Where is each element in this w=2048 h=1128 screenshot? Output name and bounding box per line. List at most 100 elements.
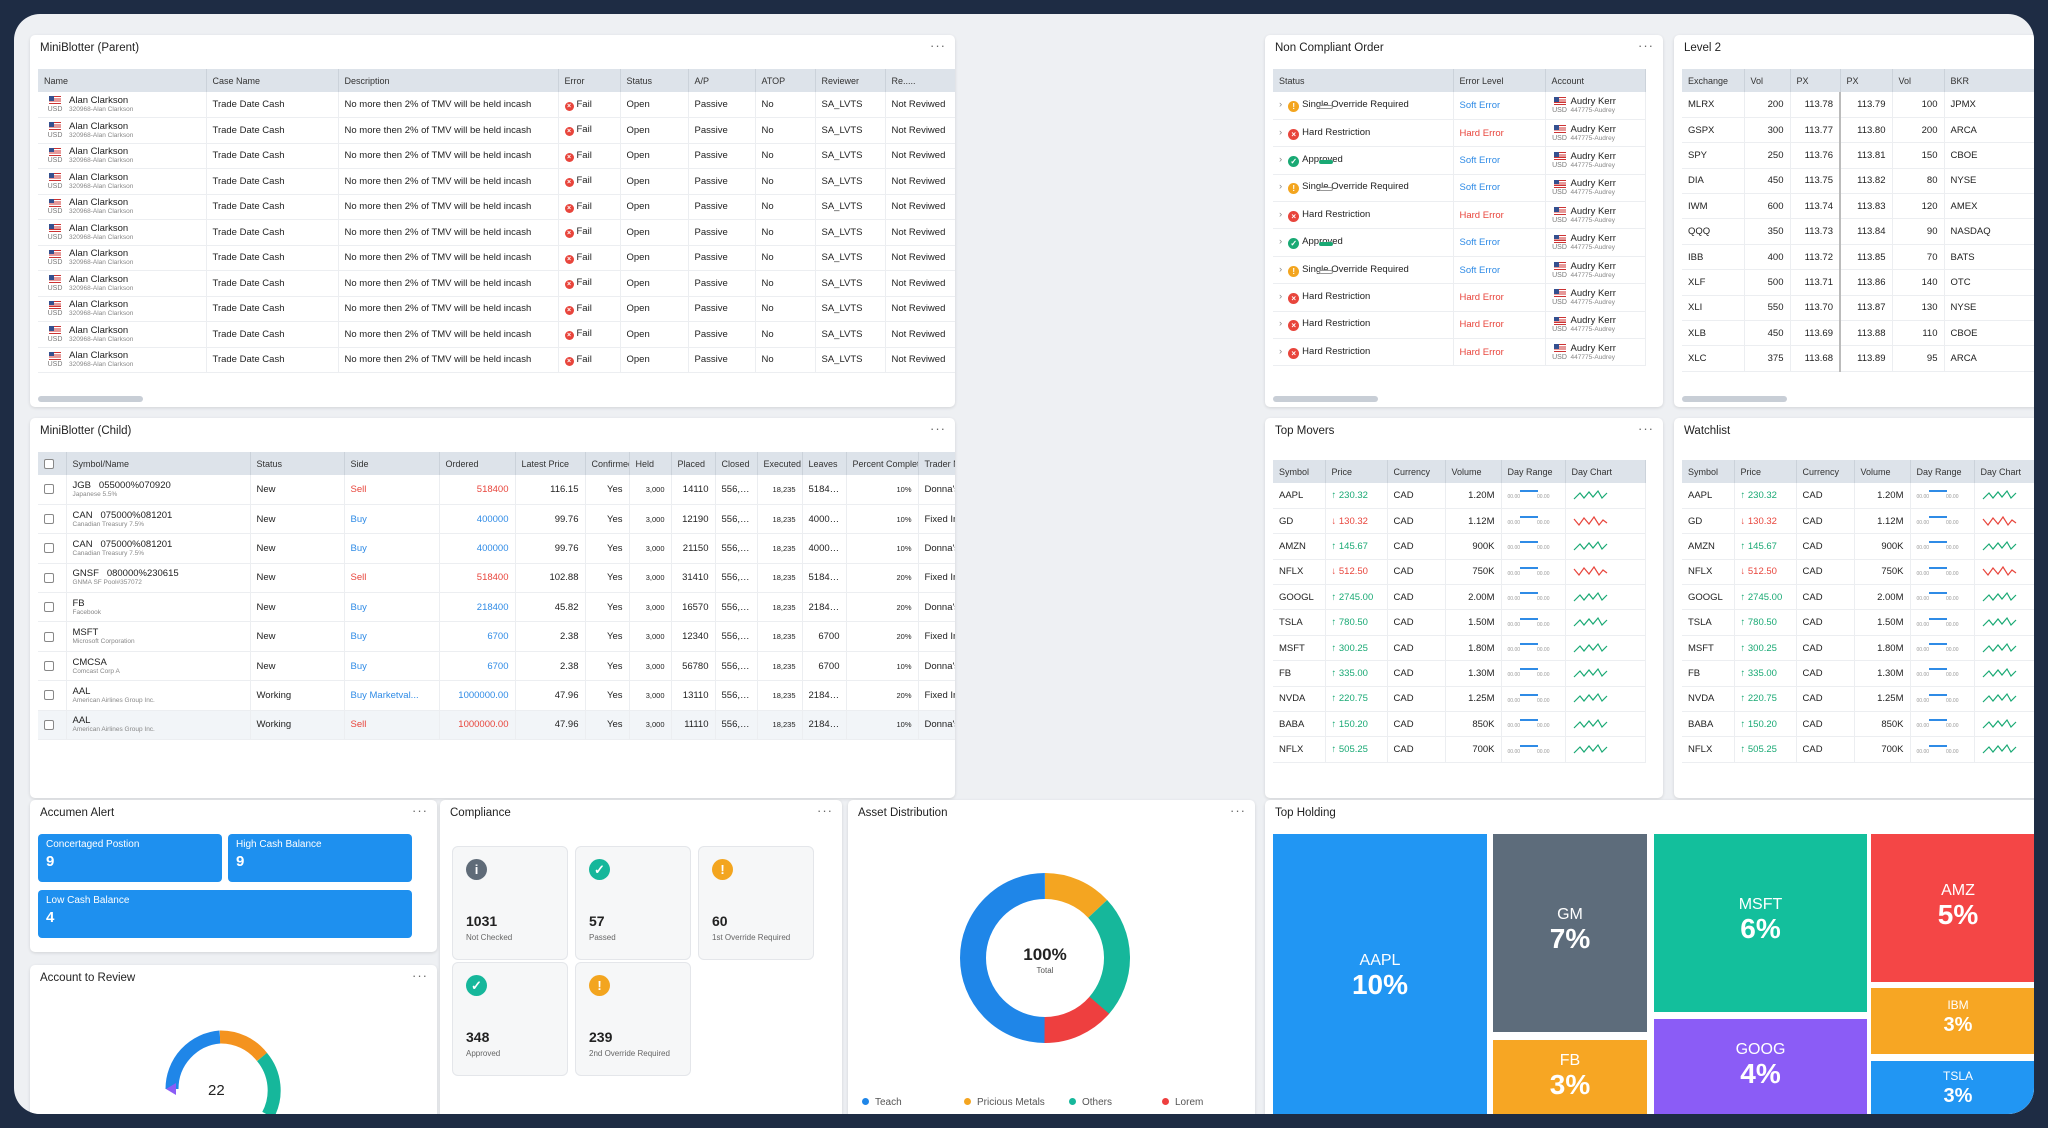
table-row[interactable]: NFLX ↓ 512.50 CAD 750K 00.00 00.00: [1273, 559, 1646, 586]
table-row[interactable]: ›! Single Override Required Soft Error USD A…: [1273, 92, 1646, 120]
table-row[interactable]: GSPX 300 113.77 113.80 200 ARCA: [1682, 117, 2034, 144]
row-checkbox[interactable]: [38, 504, 67, 535]
table-row[interactable]: MSFT Microsoft Corporation New Buy 6700 2.38…: [38, 621, 955, 652]
holding-tile-fb[interactable]: FB 3%: [1493, 1040, 1647, 1114]
column-header[interactable]: Volume: [1445, 460, 1502, 483]
column-header[interactable]: Case Name: [206, 69, 339, 92]
alert-tile-low-cash-balance[interactable]: Low Cash Balance 4: [38, 890, 412, 938]
table-row[interactable]: MLRX 200 113.78 113.79 100 JPMX: [1682, 92, 2034, 118]
table-row[interactable]: USD Alan Clarkson 320968-Alan Clarkson Trad…: [38, 270, 955, 297]
table-row[interactable]: AAPL ↑ 230.32 CAD 1.20M 00.00 00.00: [1682, 483, 2034, 509]
column-header[interactable]: Symbol: [1682, 460, 1735, 483]
table-row[interactable]: ›! Single Override Required Soft Error USD A…: [1273, 174, 1646, 203]
chevron-right-icon[interactable]: ›: [1279, 290, 1283, 302]
chevron-right-icon[interactable]: ›: [1279, 153, 1283, 165]
column-header[interactable]: Error Level: [1453, 69, 1546, 92]
ordered-cell[interactable]: 518400: [439, 475, 516, 505]
holding-tile-goog[interactable]: GOOG 4%: [1654, 1019, 1867, 1114]
compliance-card[interactable]: ✓ 348 Approved: [452, 962, 568, 1076]
chevron-right-icon[interactable]: ›: [1279, 98, 1283, 110]
table-row[interactable]: SPY 250 113.76 113.81 150 CBOE: [1682, 142, 2034, 169]
column-header[interactable]: Price: [1325, 460, 1388, 483]
table-row[interactable]: GD ↓ 130.32 CAD 1.12M 00.00 00.00: [1273, 508, 1646, 535]
more-icon[interactable]: ···: [930, 421, 946, 436]
ordered-cell[interactable]: 1000000.00: [439, 710, 516, 741]
row-checkbox[interactable]: [38, 680, 67, 711]
column-header[interactable]: Account: [1545, 69, 1646, 92]
column-header[interactable]: Vol: [1892, 69, 1945, 92]
table-row[interactable]: NFLX ↑ 505.25 CAD 700K 00.00 00.00: [1682, 736, 2034, 763]
table-row[interactable]: ›! Single Override Required Soft Error USD A…: [1273, 256, 1646, 285]
table-row[interactable]: NFLX ↑ 505.25 CAD 700K 00.00 00.00: [1273, 736, 1646, 763]
chevron-right-icon[interactable]: ›: [1279, 318, 1283, 330]
table-row[interactable]: XLF 500 113.71 113.86 140 OTC: [1682, 269, 2034, 296]
row-checkbox[interactable]: [38, 651, 67, 682]
compliance-card[interactable]: i 1031 Not Checked: [452, 846, 568, 960]
table-row[interactable]: BABA ↑ 150.20 CAD 850K 00.00 00.00: [1273, 711, 1646, 738]
table-row[interactable]: USD Alan Clarkson 320968-Alan Clarkson Trad…: [38, 92, 955, 118]
row-checkbox[interactable]: [38, 710, 67, 741]
column-header[interactable]: Description: [338, 69, 559, 92]
table-row[interactable]: USD Alan Clarkson 320968-Alan Clarkson Trad…: [38, 168, 955, 195]
column-header[interactable]: Day Range: [1910, 460, 1975, 483]
more-icon[interactable]: ···: [1230, 803, 1246, 818]
row-checkbox[interactable]: [38, 475, 67, 505]
table-row[interactable]: USD Alan Clarkson 320968-Alan Clarkson Trad…: [38, 143, 955, 169]
column-header[interactable]: ATOP: [755, 69, 816, 92]
column-header[interactable]: Status: [250, 452, 345, 475]
holding-tile-gm[interactable]: GM 7%: [1493, 834, 1647, 1032]
table-row[interactable]: XLC 375 113.68 113.89 95 ARCA: [1682, 345, 2034, 372]
horizontal-scrollbar[interactable]: [1682, 396, 1787, 402]
table-row[interactable]: GOOGL ↑ 2745.00 CAD 2.00M 00.00 00.00: [1682, 584, 2034, 611]
table-row[interactable]: AAPL ↑ 230.32 CAD 1.20M 00.00 00.00: [1273, 483, 1646, 509]
column-header[interactable]: Closed: [715, 452, 758, 475]
column-header[interactable]: PX: [1840, 69, 1893, 92]
column-header[interactable]: Symbol: [1273, 460, 1326, 483]
table-row[interactable]: IWM 600 113.74 113.83 120 AMEX: [1682, 193, 2034, 220]
table-row[interactable]: USD Alan Clarkson 320968-Alan Clarkson Trad…: [38, 117, 955, 144]
table-row[interactable]: MSFT ↑ 300.25 CAD 1.80M 00.00 00.00: [1682, 635, 2034, 662]
table-row[interactable]: › × Hard Restriction Hard Error USD Audry Ker…: [1273, 283, 1646, 312]
chevron-right-icon[interactable]: ›: [1279, 263, 1283, 275]
table-row[interactable]: FB Facebook New Buy 218400 45.82 Yes 3,000 1657…: [38, 592, 955, 623]
table-row[interactable]: USD Alan Clarkson 320968-Alan Clarkson Trad…: [38, 347, 955, 373]
table-row[interactable]: XLI 550 113.70 113.87 130 NYSE: [1682, 295, 2034, 322]
ordered-cell[interactable]: 400000: [439, 533, 516, 564]
horizontal-scrollbar[interactable]: [38, 396, 143, 402]
column-header[interactable]: Volume: [1854, 460, 1911, 483]
table-row[interactable]: FB ↑ 335.00 CAD 1.30M 00.00 00.00: [1273, 660, 1646, 687]
column-header[interactable]: Percent Complete: [846, 452, 919, 475]
table-row[interactable]: AAL American Airlines Group Inc. Working S…: [38, 710, 955, 741]
column-header[interactable]: Price: [1734, 460, 1797, 483]
column-header[interactable]: BKR: [1944, 69, 2034, 92]
row-checkbox[interactable]: [38, 533, 67, 564]
row-checkbox[interactable]: [38, 563, 67, 594]
row-checkbox[interactable]: [38, 592, 67, 623]
horizontal-scrollbar[interactable]: [1273, 396, 1378, 402]
table-row[interactable]: USD Alan Clarkson 320968-Alan Clarkson Trad…: [38, 296, 955, 322]
compliance-card[interactable]: ! 60 1st Override Required: [698, 846, 814, 960]
column-header[interactable]: Vol: [1744, 69, 1791, 92]
more-icon[interactable]: ···: [817, 803, 833, 818]
holding-tile-aapl[interactable]: AAPL 10%: [1273, 834, 1487, 1114]
table-row[interactable]: USD Alan Clarkson 320968-Alan Clarkson Trad…: [38, 321, 955, 348]
column-header[interactable]: Exchange: [1682, 69, 1745, 92]
more-icon[interactable]: ···: [930, 38, 946, 53]
ordered-cell[interactable]: 400000: [439, 504, 516, 535]
chevron-right-icon[interactable]: ›: [1279, 345, 1283, 357]
table-row[interactable]: QQQ 350 113.73 113.84 90 NASDAQ: [1682, 218, 2034, 245]
column-header[interactable]: Status: [1273, 69, 1454, 92]
holding-tile-ibm[interactable]: IBM 3%: [1871, 988, 2034, 1054]
table-row[interactable]: › × Hard Restriction Hard Error USD Audry Ker…: [1273, 338, 1646, 367]
table-row[interactable]: TSLA ↑ 780.50 CAD 1.50M 00.00 00.00: [1682, 609, 2034, 636]
table-row[interactable]: JGB 055000%070920 Japanese 5.5% New Sell 518…: [38, 475, 955, 505]
column-header[interactable]: Day Range: [1501, 460, 1566, 483]
chevron-right-icon[interactable]: ›: [1279, 208, 1283, 220]
row-checkbox[interactable]: [38, 621, 67, 652]
column-header[interactable]: Name: [38, 69, 207, 92]
ordered-cell[interactable]: 6700: [439, 621, 516, 652]
more-icon[interactable]: ···: [412, 803, 428, 818]
table-row[interactable]: DIA 450 113.75 113.82 80 NYSE: [1682, 168, 2034, 195]
